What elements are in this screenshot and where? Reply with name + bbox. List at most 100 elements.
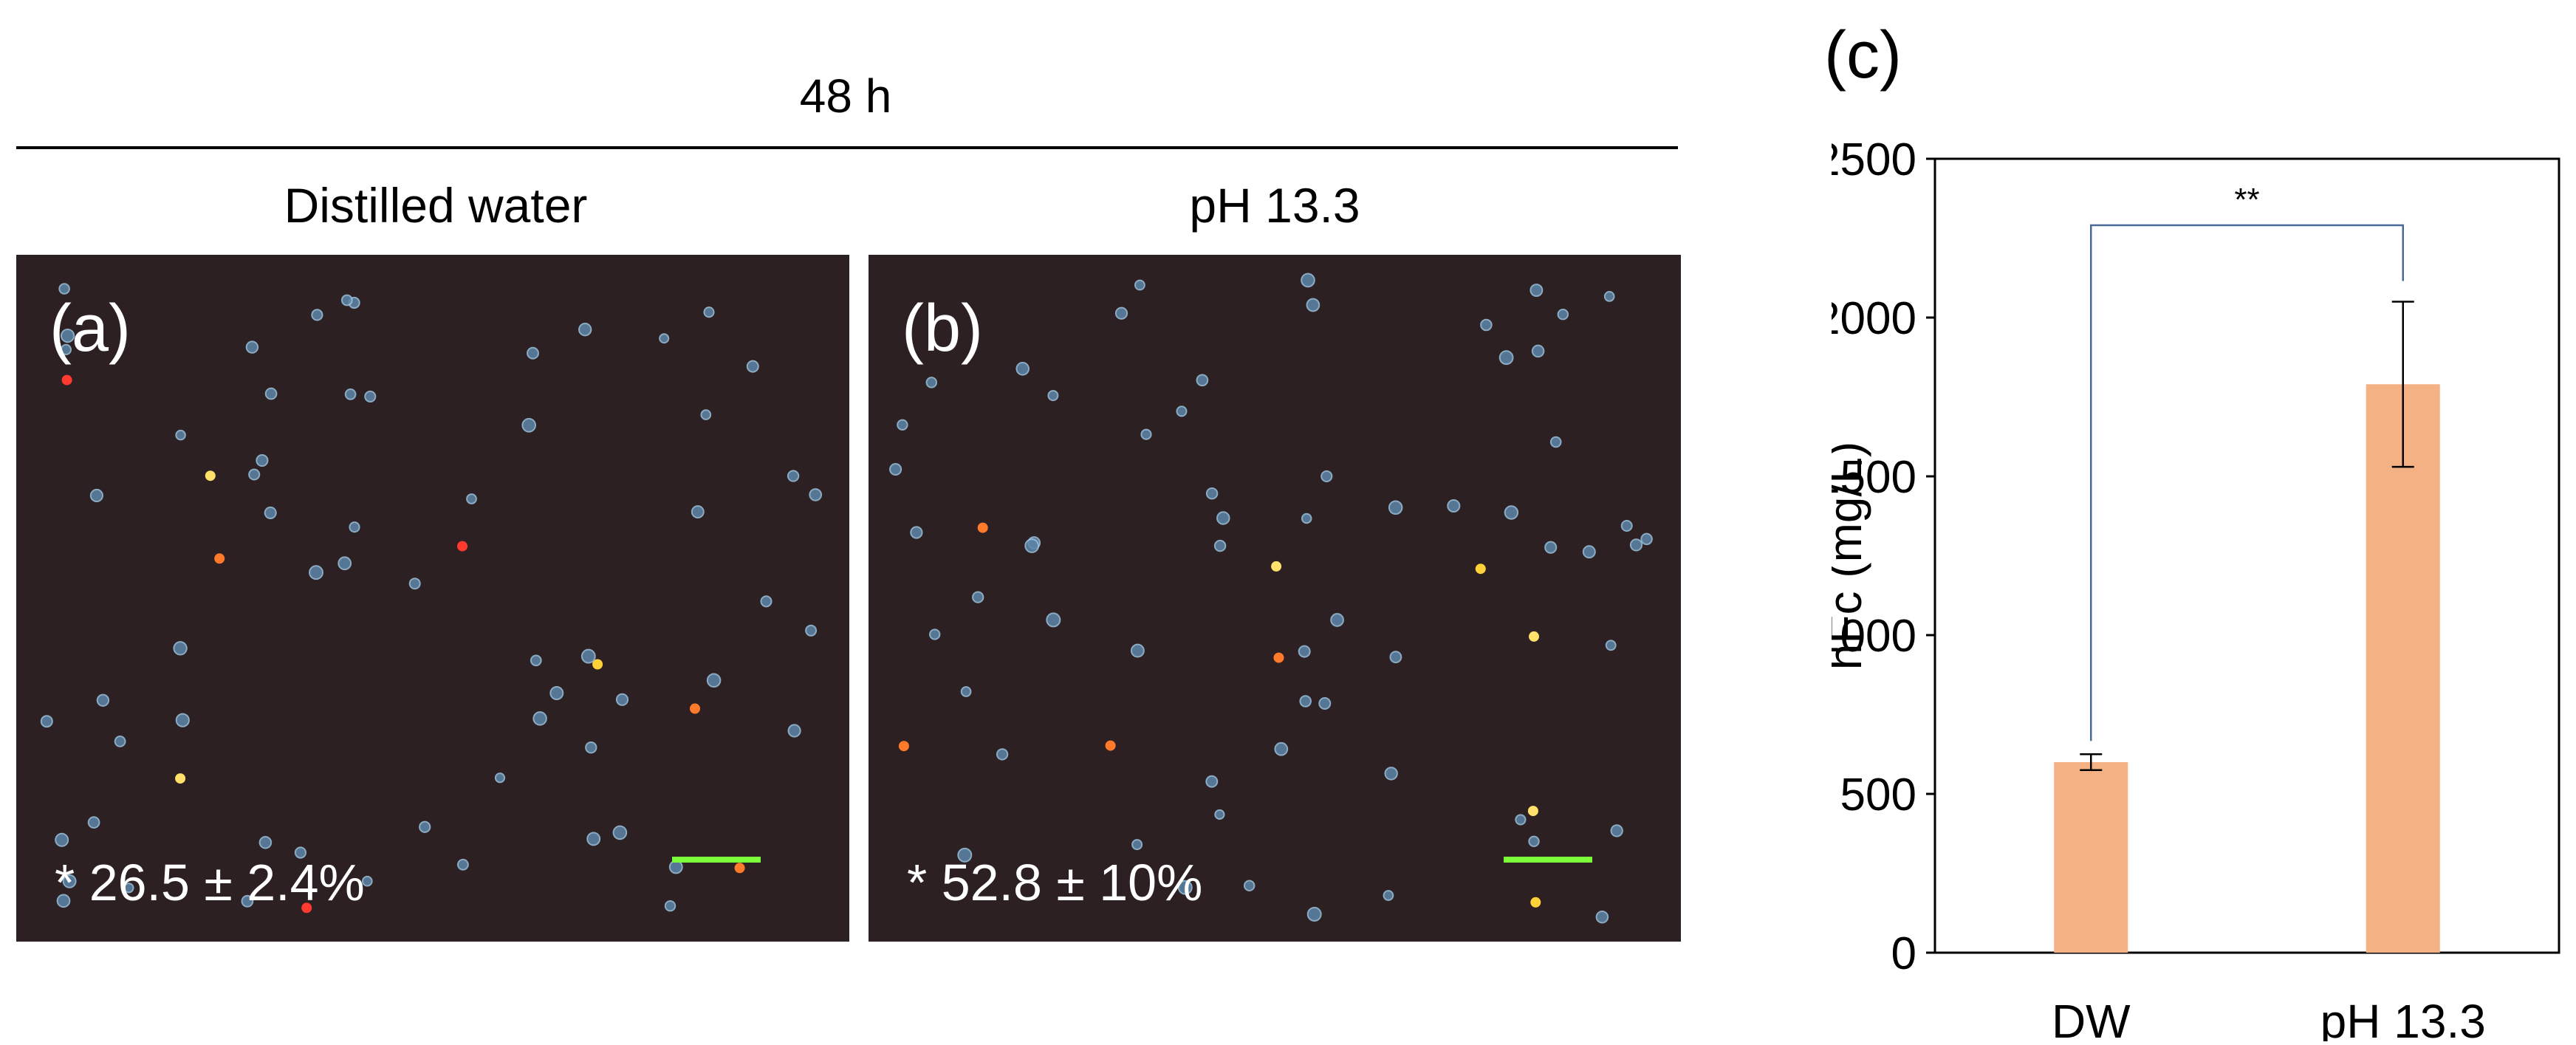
figure-header-title: 48 h: [799, 69, 892, 123]
micrograph-a-cell: [592, 659, 603, 670]
micrograph-a-cell: [58, 283, 70, 295]
micrograph-a-cell: [123, 883, 134, 894]
micrograph-b-cell: [1544, 541, 1558, 554]
micrograph-a-cell: [809, 488, 823, 501]
micrograph-a-cell: [408, 578, 421, 590]
panel-b-letter: (b): [902, 292, 983, 366]
micrograph-a-cell: [706, 673, 722, 688]
micrograph-a-cell: [612, 825, 628, 840]
micrograph-b-cell: [1629, 538, 1643, 552]
micrograph-b-cell: [1306, 298, 1320, 312]
micrograph-b-cell: [1271, 561, 1282, 572]
micrograph-a-cell: [805, 624, 818, 637]
micrograph-b-cell: [925, 377, 938, 388]
x-category-label: DW: [2052, 995, 2131, 1041]
micrograph-a-cell: [527, 346, 539, 360]
bar-ph-13-3: [2366, 384, 2440, 953]
micrograph-b-cell: [898, 741, 909, 752]
micrograph-a-cell: [60, 343, 72, 356]
micrograph-a-cell: [214, 553, 225, 564]
micrograph-b-cell: [1177, 880, 1193, 895]
micrograph-b-cell: [1383, 890, 1394, 901]
micrograph-b-cell: [1603, 291, 1615, 302]
panel-c-letter: (c): [1824, 18, 1902, 92]
micrograph-a-cell: [40, 715, 53, 728]
micrograph-a-cell: [96, 693, 110, 707]
y-tick-label: 2500: [1832, 134, 1916, 185]
micrograph-b-cell: [972, 591, 984, 603]
micrograph-b-cell: [1605, 640, 1617, 651]
y-axis-label: hFc (mg/L): [1832, 442, 1871, 670]
micrograph-a-cell: [787, 724, 801, 738]
micrograph-b-cell: [1389, 651, 1402, 664]
micrograph-b-cell: [1388, 500, 1403, 515]
micrograph-a-cell: [175, 713, 190, 727]
x-category-label: pH 13.3: [2320, 995, 2486, 1041]
micrograph-a-cell: [580, 648, 596, 664]
micrograph-b-cell: [1320, 470, 1333, 482]
micrograph-a-cell: [258, 836, 273, 849]
significance-bracket: [2090, 224, 2404, 741]
micrograph-b-cell: [897, 419, 908, 431]
micrograph-b-cell: [1140, 428, 1152, 440]
error-bar: [2080, 753, 2103, 771]
micrograph-b-cell: [1205, 775, 1219, 788]
micrograph-b-cell: [1301, 273, 1315, 288]
micrograph-b-cell: [1528, 835, 1540, 847]
micrograph-a-cell: [256, 453, 269, 467]
micrograph-a-cell: [175, 429, 186, 441]
micrograph-b-cell: [1205, 487, 1219, 500]
micrograph-a-cell: [466, 493, 477, 504]
micrograph-b-cell: [1530, 897, 1541, 908]
micrograph-b-cell: [1105, 740, 1116, 751]
micrograph-b-cell: [1306, 906, 1322, 922]
panel-b-condition-label: pH 13.3: [1189, 178, 1360, 233]
y-tick-label: 0: [1891, 928, 1916, 979]
bar-chart: 0 500 1000 1500 2000 2500 hFc (mg/L) DW pH 13.3 *…: [1832, 134, 2560, 1041]
micrograph-b-cell: [1475, 563, 1486, 575]
micrograph-a-cell: [734, 863, 745, 874]
micrograph-a-cell: [349, 521, 360, 533]
panel-a-letter: (a): [49, 292, 131, 366]
micrograph-b-cell: [957, 847, 973, 863]
micrograph-a-cell: [241, 894, 254, 908]
micrograph-a-cell: [301, 902, 312, 914]
micrograph-b-cell: [1131, 839, 1143, 851]
y-tick-label: 1000: [1832, 611, 1916, 662]
micrograph-a-image: [40, 283, 823, 914]
micrograph-a-cell: [494, 772, 506, 784]
micrograph-b-cell: [960, 686, 972, 697]
micrograph-a-cell: [338, 556, 352, 571]
micrograph-a-cell: [89, 488, 103, 503]
micrograph-a-scale-bar: [672, 857, 761, 863]
micrograph-a-cell: [344, 388, 357, 400]
micrograph-a-cell: [61, 374, 72, 386]
micrograph-a-cell: [311, 309, 323, 321]
micrograph-b-cell: [1216, 511, 1230, 525]
micrograph-a-cell: [205, 470, 216, 482]
micrograph-a-cell: [264, 387, 278, 400]
micrograph-a-cell: [245, 340, 259, 354]
micrograph-a-cell: [364, 390, 377, 402]
micrograph-a-cell: [60, 328, 75, 343]
micrograph-a-cell: [760, 595, 773, 608]
micrograph-b-cell: [889, 462, 902, 476]
micrograph-panel-a: (a) * 26.5 ± 2.4%: [16, 255, 849, 942]
micrograph-a-cell: [361, 875, 373, 887]
micrograph-b-cell: [1582, 545, 1596, 559]
micrograph-b-cell: [1301, 513, 1312, 524]
micrograph-a-cell: [668, 860, 683, 874]
micrograph-b-cell: [1480, 318, 1493, 332]
micrograph-b-cell: [1447, 498, 1461, 513]
micrograph-b-cell: [1384, 767, 1398, 781]
micrograph-b-cell: [1557, 308, 1569, 321]
micrograph-a-cell: [691, 505, 705, 519]
micrograph-a-cell: [703, 306, 715, 318]
micrograph-b-cell: [1015, 362, 1030, 376]
micrograph-a-cell: [294, 846, 306, 859]
plot-frame: [1933, 157, 2560, 954]
micrograph-b-cell: [1529, 631, 1539, 642]
micrograph-b-cell: [1299, 695, 1312, 707]
micrograph-a-cell: [521, 417, 537, 433]
micrograph-a-cell: [578, 323, 592, 337]
